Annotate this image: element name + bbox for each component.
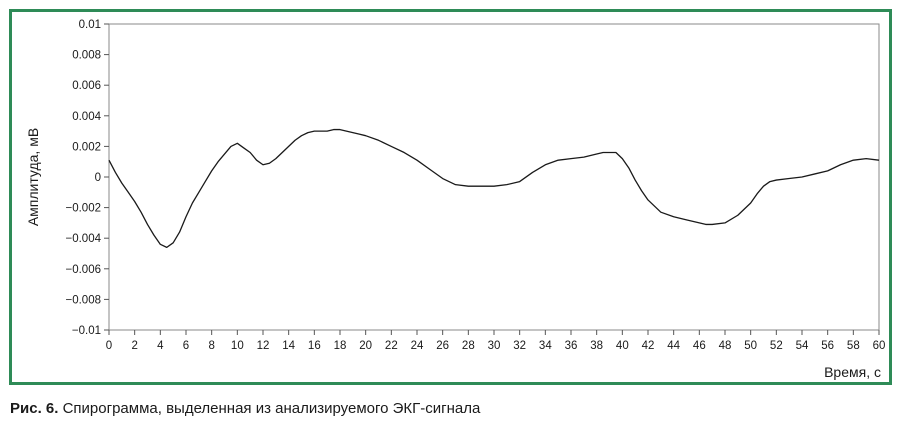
y-tick-label: −0.006 xyxy=(66,264,102,276)
x-tick-label: 16 xyxy=(308,340,321,352)
spirogram-line xyxy=(108,128,880,249)
x-tick-label: 24 xyxy=(411,340,424,352)
x-tick-label: 50 xyxy=(744,340,757,352)
x-tick-label: 26 xyxy=(436,340,449,352)
x-tick-label: 40 xyxy=(616,340,629,352)
x-tick-label: 34 xyxy=(539,340,552,352)
figure-label: Рис. 6. xyxy=(10,400,59,417)
chart-svg: 0.01 0.008 0.006 0.004 0.002 0 −0.002 −0.004 −0.… xyxy=(25,19,886,380)
x-tick-label: 52 xyxy=(770,340,783,352)
x-tick-label: 18 xyxy=(334,340,347,352)
x-tick-label: 20 xyxy=(359,340,372,352)
x-tick-label: 46 xyxy=(693,340,706,352)
x-tick-label: 6 xyxy=(183,340,189,352)
y-tick-label: −0.008 xyxy=(66,294,102,306)
x-tick-label: 60 xyxy=(873,340,886,352)
x-tick-label: 42 xyxy=(642,340,655,352)
y-tick-label: 0.002 xyxy=(72,141,101,153)
x-tick-label: 54 xyxy=(796,340,809,352)
y-tick-label: 0.006 xyxy=(72,80,101,92)
y-axis: 0.01 0.008 0.006 0.004 0.002 0 −0.002 −0.004 −0.… xyxy=(66,19,109,337)
y-tick-label: 0.008 xyxy=(72,50,101,62)
x-tick-label: 30 xyxy=(488,340,501,352)
x-tick-label: 28 xyxy=(462,340,475,352)
x-tick-label: 36 xyxy=(565,340,578,352)
x-tick-label: 38 xyxy=(590,340,603,352)
x-axis: 0 2 4 6 8 10 12 14 16 18 20 22 24 26 28 30 32 34 36 38 40 42 4… xyxy=(106,330,886,352)
x-tick-label: 0 xyxy=(106,340,112,352)
x-tick-label: 4 xyxy=(157,340,164,352)
x-axis-title: Время, с xyxy=(824,364,881,380)
x-tick-label: 2 xyxy=(131,340,137,352)
y-axis-title: Амплитуда, мВ xyxy=(25,128,41,226)
x-tick-label: 22 xyxy=(385,340,398,352)
plot-area xyxy=(108,23,880,331)
y-tick-label: 0.01 xyxy=(79,19,101,31)
y-tick-label: 0.004 xyxy=(72,111,101,123)
x-tick-label: 58 xyxy=(847,340,860,352)
y-tick-label: −0.002 xyxy=(66,203,102,215)
x-tick-label: 10 xyxy=(231,340,244,352)
x-tick-label: 12 xyxy=(257,340,270,352)
x-tick-label: 48 xyxy=(719,340,732,352)
x-tick-label: 56 xyxy=(821,340,834,352)
chart-frame: 0.01 0.008 0.006 0.004 0.002 0 −0.002 −0.004 −0.… xyxy=(9,9,892,385)
x-tick-label: 32 xyxy=(513,340,526,352)
y-tick-label: −0.004 xyxy=(66,233,102,245)
x-tick-label: 14 xyxy=(282,340,295,352)
y-tick-label: −0.01 xyxy=(72,325,101,337)
x-tick-label: 44 xyxy=(667,340,680,352)
y-tick-label: 0 xyxy=(95,172,101,184)
x-tick-label: 8 xyxy=(208,340,214,352)
figure-caption: Рис. 6. Спирограмма, выделенная из анали… xyxy=(10,400,480,417)
caption-text: Спирограмма, выделенная из анализируемог… xyxy=(58,400,481,417)
